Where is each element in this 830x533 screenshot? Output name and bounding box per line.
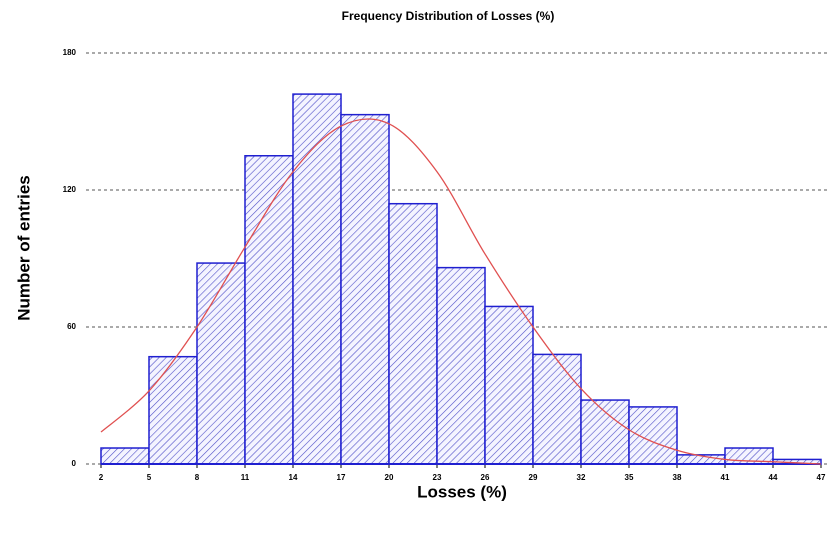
bar bbox=[100, 447, 150, 465]
bar bbox=[244, 155, 294, 465]
x-tick-label: 47 bbox=[817, 473, 826, 482]
x-tick-label: 2 bbox=[99, 473, 104, 482]
bar bbox=[580, 399, 630, 465]
chart-title: Frequency Distribution of Losses (%) bbox=[342, 9, 555, 23]
x-tick-label: 29 bbox=[529, 473, 538, 482]
bar bbox=[388, 202, 438, 465]
x-tick-label: 8 bbox=[195, 473, 200, 482]
y-tick-label: 120 bbox=[63, 185, 77, 194]
x-tick-label: 44 bbox=[769, 473, 778, 482]
x-tick-label: 11 bbox=[241, 473, 250, 482]
x-tick-label: 38 bbox=[673, 473, 682, 482]
x-tick-label: 41 bbox=[721, 473, 730, 482]
y-tick-label: 180 bbox=[63, 48, 77, 57]
x-axis-label: Losses (%) bbox=[417, 482, 507, 501]
x-tick-label: 35 bbox=[625, 473, 634, 482]
x-tick-label: 32 bbox=[577, 473, 586, 482]
x-tick-label: 20 bbox=[385, 473, 394, 482]
y-axis-label: Number of entries bbox=[14, 175, 33, 320]
fit-curve bbox=[100, 118, 822, 465]
bar bbox=[148, 355, 198, 465]
bar bbox=[532, 353, 582, 465]
bar bbox=[628, 406, 678, 465]
x-tick-label: 23 bbox=[433, 473, 442, 482]
x-tick-label: 5 bbox=[147, 473, 152, 482]
bar bbox=[436, 266, 486, 465]
bar bbox=[484, 305, 534, 465]
x-tick-label: 14 bbox=[289, 473, 298, 482]
y-tick-label: 60 bbox=[67, 322, 76, 331]
bar bbox=[196, 262, 246, 465]
bar bbox=[340, 113, 390, 465]
x-tick-label: 17 bbox=[337, 473, 346, 482]
y-tick-label: 0 bbox=[72, 459, 77, 468]
bar bbox=[292, 93, 342, 465]
x-tick-label: 26 bbox=[481, 473, 490, 482]
